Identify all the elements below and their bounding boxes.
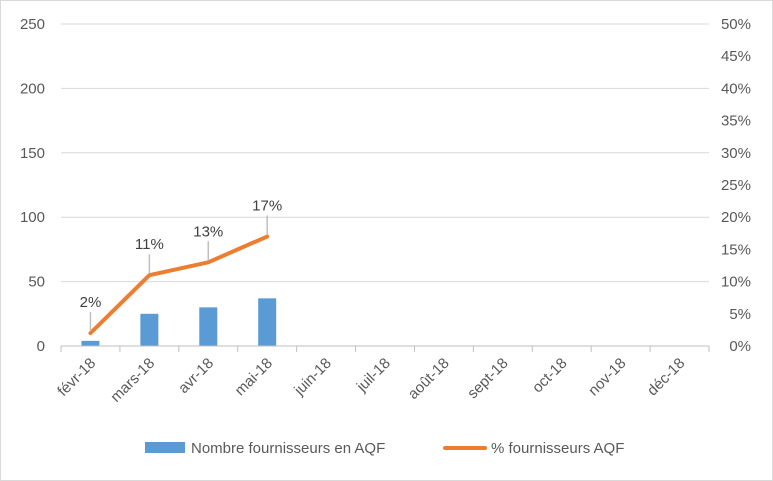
x-tick-label: août-18: [405, 355, 453, 403]
y-left-tick-label: 0: [37, 338, 45, 355]
y-right-tick-label: 10%: [721, 274, 751, 291]
x-tick-label: sept-18: [464, 355, 511, 402]
x-tick-label: févr-18: [54, 355, 99, 400]
bar: [81, 340, 100, 346]
legend-bar-swatch: [145, 442, 185, 453]
y-left-tick-label: 50: [28, 274, 45, 291]
y-right-tick-label: 5%: [729, 306, 751, 323]
x-tick-label: déc-18: [644, 355, 688, 399]
x-tick-label: juil-18: [353, 355, 394, 396]
y-right-tick-label: 15%: [721, 241, 751, 258]
x-tick-label: nov-18: [585, 355, 629, 399]
x-axis: févr-18 mars-18 avr-18 mai-18 juin-18 juil-18…: [54, 345, 710, 406]
bar: [140, 313, 159, 346]
gridlines: [61, 23, 709, 283]
x-tick-label: mars-18: [107, 355, 158, 406]
bar: [199, 307, 218, 346]
y-right-tick-label: 25%: [721, 177, 751, 194]
x-tick-label: avr-18: [175, 355, 217, 397]
y-right-tick-label: 45%: [721, 48, 751, 65]
legend: Nombre fournisseurs en AQF % fournisseurs…: [145, 440, 624, 457]
x-tick-label: oct-18: [529, 355, 571, 397]
y-right-tick-label: 0%: [729, 338, 751, 355]
data-label: 2%: [80, 294, 102, 311]
bar-series: [81, 298, 277, 346]
y-left-tick-label: 250: [20, 16, 45, 33]
y-left-tick-label: 100: [20, 209, 45, 226]
y-axis-left: 0 50 100 150 200 250: [20, 16, 45, 355]
bar: [258, 298, 277, 346]
y-right-tick-label: 50%: [721, 16, 751, 33]
line-path: [88, 234, 270, 336]
x-tick-label: mai-18: [232, 355, 276, 399]
y-axis-right: 0% 5% 10% 15% 20% 25% 30% 35% 40% 45% 50%: [721, 16, 751, 355]
data-labels: 2% 11% 13% 17%: [80, 198, 282, 332]
y-right-tick-label: 30%: [721, 145, 751, 162]
data-label: 11%: [135, 236, 164, 253]
y-left-tick-label: 200: [20, 80, 45, 97]
y-left-tick-label: 150: [20, 145, 45, 162]
legend-bar-label: Nombre fournisseurs en AQF: [191, 440, 385, 457]
y-right-tick-label: 40%: [721, 80, 751, 97]
legend-line-label: % fournisseurs AQF: [491, 440, 624, 457]
y-right-tick-label: 35%: [721, 113, 751, 130]
data-label: 17%: [252, 198, 282, 215]
y-right-tick-label: 20%: [721, 209, 751, 226]
x-tick-label: juin-18: [290, 355, 335, 400]
line-series: [88, 234, 270, 336]
data-label: 13%: [193, 223, 223, 240]
